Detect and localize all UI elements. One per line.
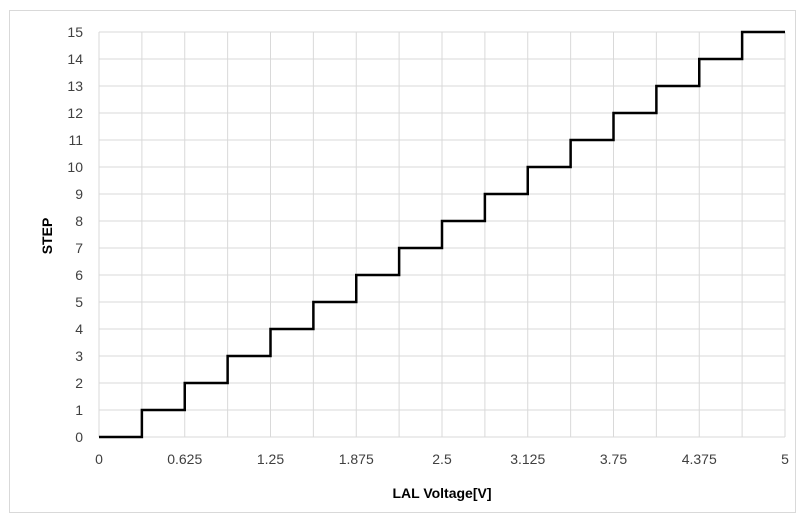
step-series <box>99 30 785 439</box>
x-tick-label: 3.125 <box>510 451 545 467</box>
y-tick-label: 13 <box>67 78 83 94</box>
y-tick-label: 14 <box>67 51 83 67</box>
x-tick-label: 0.625 <box>167 451 202 467</box>
y-tick-label: 3 <box>75 348 83 364</box>
y-tick-label: 7 <box>75 240 83 256</box>
chart-frame <box>9 10 796 513</box>
y-tick-label: 10 <box>67 159 83 175</box>
y-tick-label: 12 <box>67 105 83 121</box>
y-tick-label: 2 <box>75 375 83 391</box>
y-tick-label: 11 <box>68 132 83 148</box>
y-tick-label: 8 <box>75 213 83 229</box>
x-tick-labels: 0 0.625 1.25 1.875 2.5 3.125 3.75 4.375 5 <box>95 451 789 467</box>
y-tick-label: 0 <box>75 429 83 445</box>
y-tick-label: 1 <box>75 402 83 418</box>
step-line <box>99 30 785 439</box>
x-tick-label: 1.25 <box>257 451 284 467</box>
x-tick-label: 1.875 <box>339 451 374 467</box>
y-tick-label: 6 <box>75 267 83 283</box>
x-tick-label: 2.5 <box>432 451 452 467</box>
y-tick-label: 5 <box>75 294 83 310</box>
x-tick-label: 0 <box>95 451 103 467</box>
y-tick-label: 9 <box>75 186 83 202</box>
x-tick-label: 3.75 <box>600 451 627 467</box>
x-tick-label: 4.375 <box>682 451 717 467</box>
x-tick-label: 5 <box>781 451 789 467</box>
x-axis-title: LAL Voltage[V] <box>392 485 491 501</box>
y-axis-title: STEP <box>39 218 55 255</box>
y-tick-label: 15 <box>67 24 83 40</box>
y-tick-label: 4 <box>75 321 83 337</box>
